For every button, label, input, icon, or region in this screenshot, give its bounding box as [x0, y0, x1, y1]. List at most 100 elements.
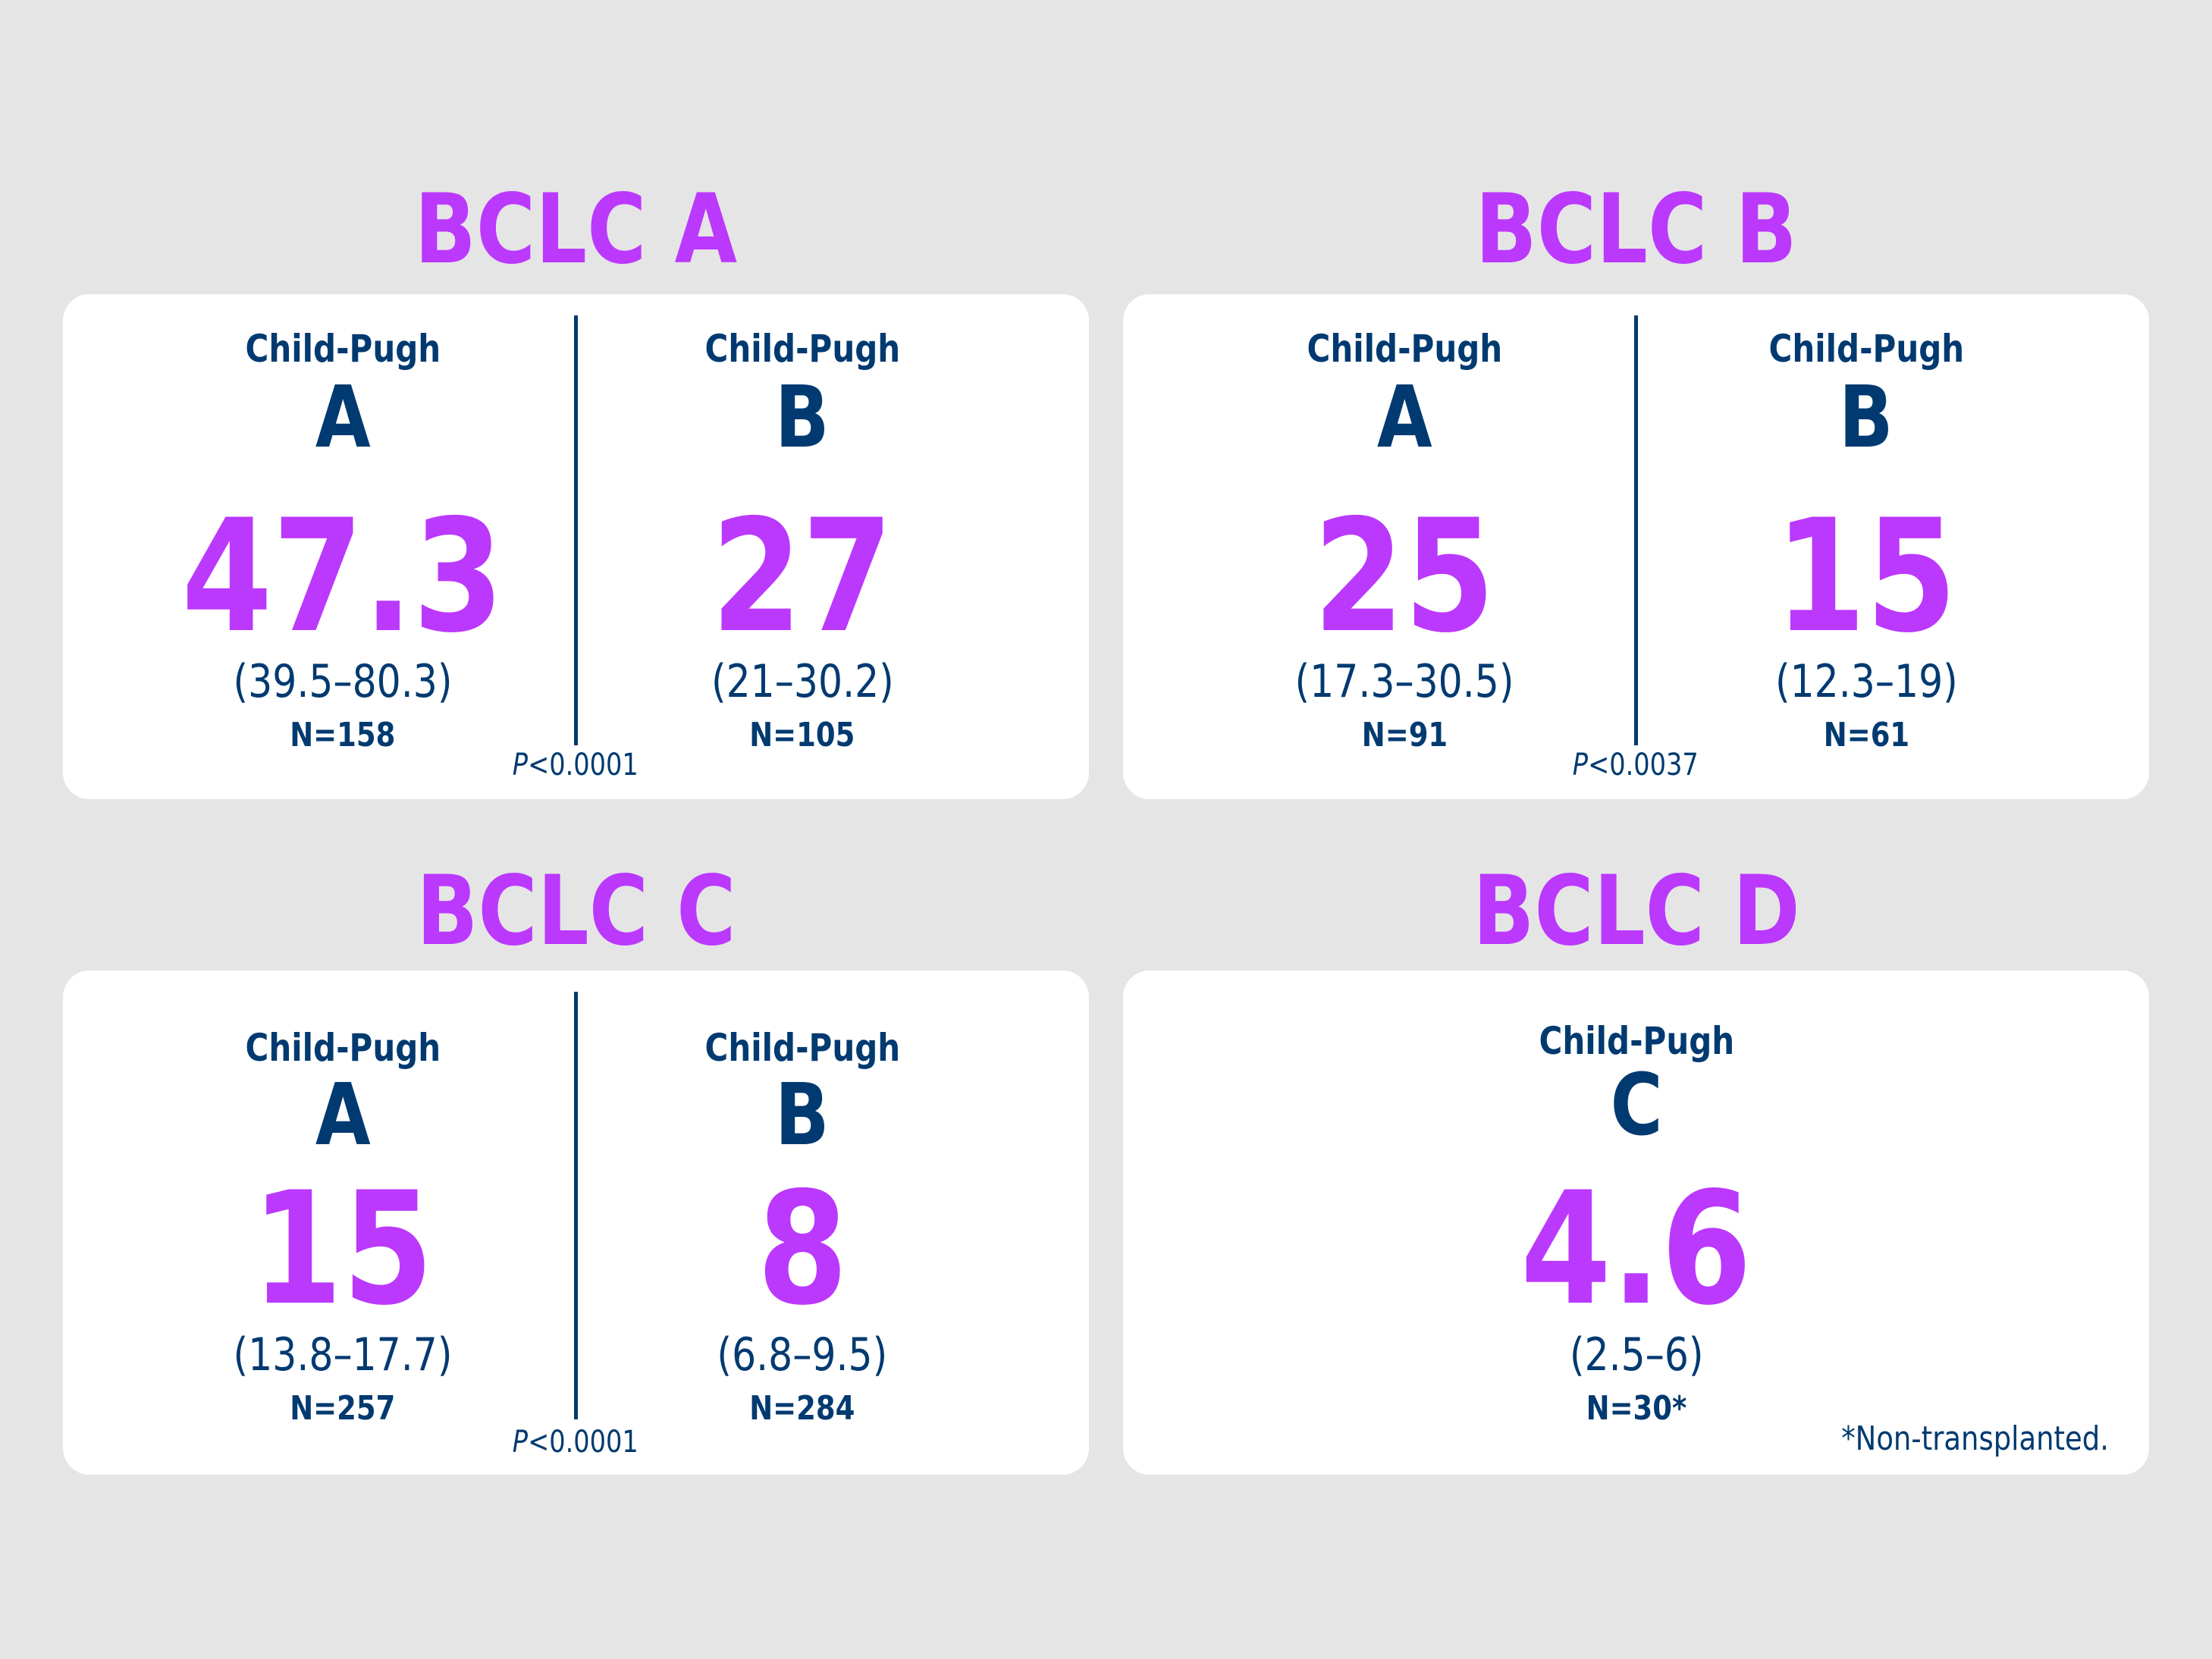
- sample-size: N=30*: [1409, 1392, 1864, 1425]
- child-pugh-class: B: [1639, 375, 2094, 460]
- panel-card-bclc-b: Child-Pugh A 25 (17.3–30.5) N=91 Child-P…: [1123, 294, 2149, 799]
- median-value: 15: [115, 1172, 570, 1328]
- n-text: N=30*: [1586, 1389, 1687, 1428]
- p-value-text: P<0.0001: [513, 750, 638, 780]
- median-value: 27: [575, 500, 1030, 655]
- median-value: 25: [1177, 500, 1632, 655]
- range-text: (12.3–19): [1774, 655, 1958, 708]
- class-text: C: [1610, 1056, 1663, 1155]
- group-child-pugh-a: Child-Pugh A 25 (17.3–30.5) N=91: [1177, 294, 1632, 799]
- footnote-text: *Non-transplanted.: [1841, 1419, 2109, 1458]
- class-text: B: [775, 368, 830, 467]
- panel-title-bclc-c: BCLC C: [63, 863, 1089, 959]
- value-text: 15: [252, 1159, 434, 1340]
- range-text: (21–30.2): [711, 655, 894, 708]
- sample-size: N=158: [115, 719, 570, 752]
- group-child-pugh-a: Child-Pugh A 15 (13.8–17.7) N=257: [115, 971, 570, 1475]
- panel-card-bclc-c: Child-Pugh A 15 (13.8–17.7) N=257 Child-…: [63, 971, 1089, 1475]
- p-number: <0.0001: [528, 1425, 638, 1460]
- label-text: Child-Pugh: [704, 327, 900, 371]
- group-child-pugh-c: Child-Pugh C 4.6 (2.5–6) N=30*: [1409, 971, 1864, 1475]
- child-pugh-class: C: [1409, 1063, 1864, 1148]
- child-pugh-label: Child-Pugh: [575, 330, 1030, 368]
- value-text: 27: [711, 487, 893, 667]
- class-text: A: [315, 1066, 371, 1165]
- n-text: N=105: [749, 716, 855, 754]
- n-text: N=61: [1823, 716, 1909, 754]
- confidence-range: (13.8–17.7): [115, 1332, 570, 1378]
- child-pugh-class: B: [575, 1073, 1030, 1158]
- panel-title-text: BCLC A: [414, 173, 738, 285]
- value-text: 8: [757, 1159, 848, 1340]
- label-text: Child-Pugh: [245, 327, 441, 371]
- range-text: (17.3–30.5): [1294, 655, 1514, 708]
- p-number: <0.0001: [528, 748, 638, 782]
- divider: [574, 315, 578, 745]
- child-pugh-class: A: [115, 1073, 570, 1158]
- child-pugh-label: Child-Pugh: [575, 1029, 1030, 1067]
- median-value: 47.3: [115, 500, 570, 655]
- range-text: (2.5–6): [1569, 1328, 1704, 1381]
- panel-title-bclc-b: BCLC B: [1123, 181, 2149, 278]
- n-text: N=284: [749, 1389, 855, 1428]
- panel-title-text: BCLC B: [1475, 173, 1797, 285]
- n-text: N=91: [1361, 716, 1448, 754]
- confidence-range: (39.5–80.3): [115, 659, 570, 704]
- child-pugh-label: Child-Pugh: [1409, 1022, 1864, 1060]
- panel-card-bclc-a: Child-Pugh A 47.3 (39.5–80.3) N=158 Chil…: [63, 294, 1089, 799]
- label-text: Child-Pugh: [245, 1026, 441, 1070]
- class-text: B: [1839, 368, 1894, 467]
- p-value: P<0.0001: [462, 1427, 689, 1457]
- range-text: (39.5–80.3): [233, 655, 453, 708]
- p-number: <0.0037: [1588, 748, 1699, 782]
- footnote: *Non-transplanted.: [1790, 1422, 2109, 1456]
- value-text: 15: [1775, 487, 1957, 667]
- child-pugh-label: Child-Pugh: [1177, 330, 1632, 368]
- class-text: B: [775, 1066, 830, 1165]
- p-label: P: [1572, 748, 1589, 782]
- child-pugh-label: Child-Pugh: [115, 1029, 570, 1067]
- sample-size: N=91: [1177, 719, 1632, 752]
- group-child-pugh-b: Child-Pugh B 27 (21–30.2) N=105: [575, 294, 1030, 799]
- value-text: 4.6: [1520, 1159, 1752, 1340]
- sample-size: N=61: [1639, 719, 2094, 752]
- label-text: Child-Pugh: [1307, 327, 1502, 371]
- panel-title-text: BCLC D: [1472, 855, 1800, 967]
- group-child-pugh-a: Child-Pugh A 47.3 (39.5–80.3) N=158: [115, 294, 570, 799]
- median-value: 15: [1639, 500, 2094, 655]
- panel-card-bclc-d: Child-Pugh C 4.6 (2.5–6) N=30* *Non-tran…: [1123, 971, 2149, 1475]
- p-label: P: [512, 748, 529, 782]
- n-text: N=257: [290, 1389, 396, 1428]
- sample-size: N=257: [115, 1392, 570, 1425]
- median-value: 4.6: [1409, 1172, 1864, 1328]
- confidence-range: (2.5–6): [1409, 1332, 1864, 1378]
- p-label: P: [512, 1425, 529, 1460]
- confidence-range: (17.3–30.5): [1177, 659, 1632, 704]
- confidence-range: (21–30.2): [575, 659, 1030, 704]
- panel-title-text: BCLC C: [416, 855, 736, 967]
- panel-title-bclc-a: BCLC A: [63, 181, 1089, 278]
- group-child-pugh-b: Child-Pugh B 15 (12.3–19) N=61: [1639, 294, 2094, 799]
- p-value: P<0.0037: [1522, 750, 1749, 780]
- label-text: Child-Pugh: [1539, 1019, 1734, 1063]
- range-text: (6.8–9.5): [717, 1328, 888, 1381]
- group-child-pugh-b: Child-Pugh B 8 (6.8–9.5) N=284: [575, 971, 1030, 1475]
- p-value-text: P<0.0037: [1573, 750, 1699, 780]
- class-text: A: [315, 368, 371, 467]
- class-text: A: [1376, 368, 1432, 467]
- range-text: (13.8–17.7): [233, 1328, 453, 1381]
- child-pugh-label: Child-Pugh: [1639, 330, 2094, 368]
- label-text: Child-Pugh: [1768, 327, 1964, 371]
- confidence-range: (12.3–19): [1639, 659, 2094, 704]
- label-text: Child-Pugh: [704, 1026, 900, 1070]
- divider: [574, 992, 578, 1419]
- p-value: P<0.0001: [462, 750, 689, 780]
- sample-size: N=105: [575, 719, 1030, 752]
- child-pugh-class: A: [1177, 375, 1632, 460]
- confidence-range: (6.8–9.5): [575, 1332, 1030, 1378]
- child-pugh-class: A: [115, 375, 570, 460]
- panel-title-bclc-d: BCLC D: [1123, 863, 2149, 959]
- sample-size: N=284: [575, 1392, 1030, 1425]
- child-pugh-label: Child-Pugh: [115, 330, 570, 368]
- value-text: 25: [1313, 487, 1495, 667]
